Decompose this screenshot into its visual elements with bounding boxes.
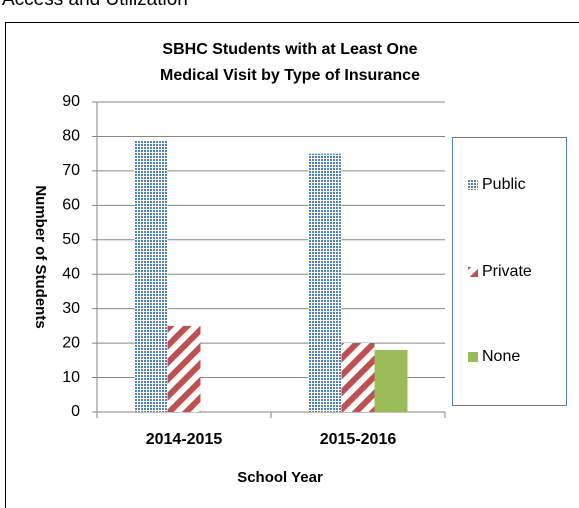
bar — [341, 343, 375, 412]
y-tick-label: 90 — [62, 93, 80, 110]
bar — [374, 350, 408, 412]
y-tick-label: 70 — [62, 162, 80, 179]
chart-title: SBHC Students with at Least One — [162, 41, 417, 58]
y-axis-label: Number of Students — [32, 185, 49, 328]
chart-title: Medical Visit by Type of Insurance — [160, 67, 420, 84]
bar — [167, 325, 201, 412]
y-tick-label: 10 — [62, 369, 80, 386]
x-tick-label: 2015-2016 — [320, 431, 397, 448]
y-tick-label: 50 — [62, 231, 80, 248]
legend-label: Private — [482, 263, 532, 280]
y-tick-label: 60 — [62, 197, 80, 214]
legend-swatch — [468, 180, 478, 190]
y-tick-label: 20 — [62, 334, 80, 351]
y-tick-label: 80 — [62, 128, 80, 145]
y-tick-label: 40 — [62, 265, 80, 282]
heading: Access and Utilization — [2, 0, 188, 10]
x-axis-label: School Year — [237, 469, 323, 486]
bar — [308, 153, 342, 412]
legend-swatch — [468, 352, 478, 362]
bar — [134, 139, 168, 412]
y-tick-label: 30 — [62, 300, 80, 317]
chart-border — [5, 22, 579, 508]
x-tick-label: 2014-2015 — [146, 431, 223, 448]
legend-label: None — [482, 348, 520, 365]
y-tick-label: 0 — [71, 403, 80, 420]
legend-swatch — [468, 267, 478, 277]
legend-label: Public — [482, 176, 526, 193]
